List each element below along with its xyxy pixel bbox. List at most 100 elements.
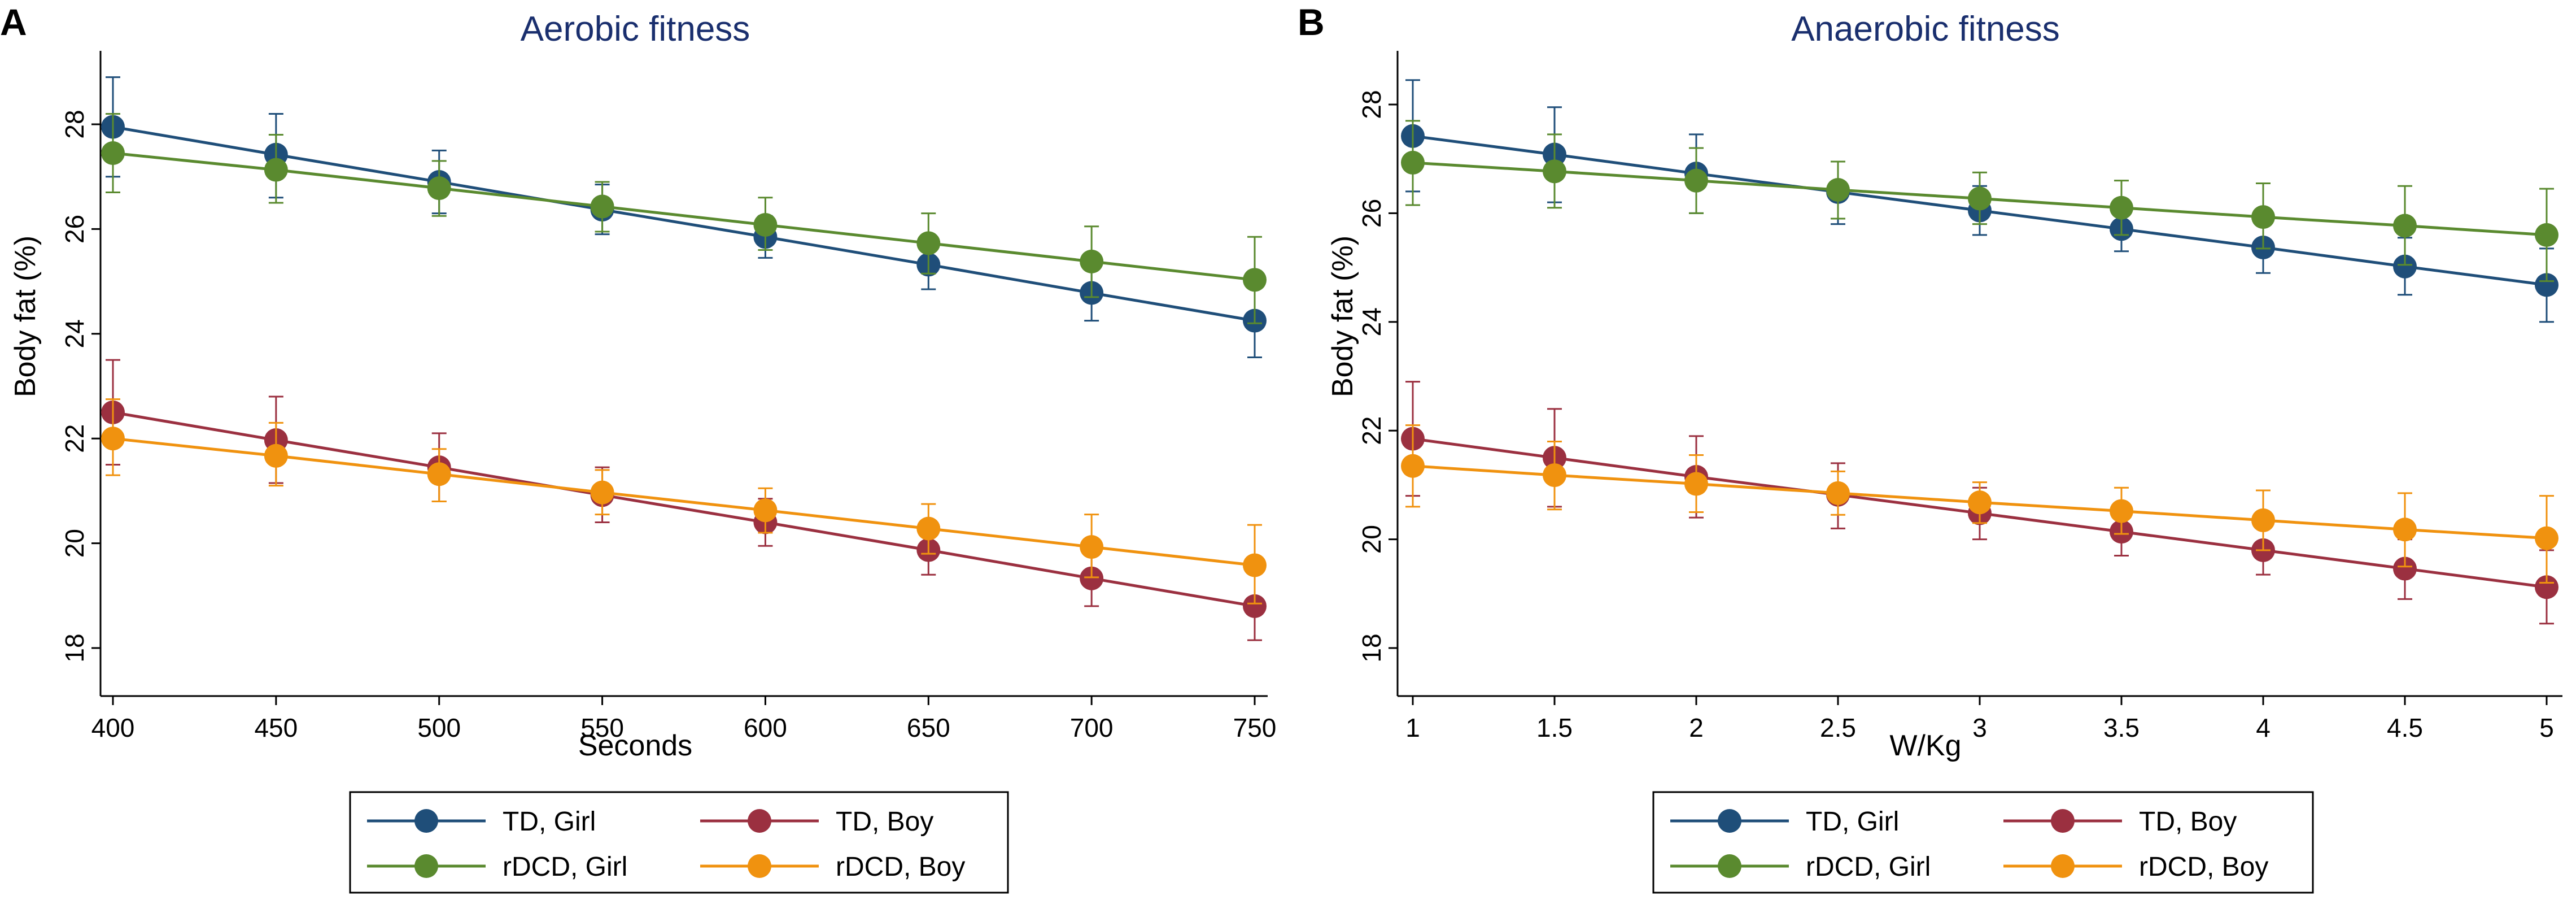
panel-a-plot-area: 18 20 22 24 26 28 400 450 500 550 600 650 700 750 [60, 76, 1277, 742]
data-point [916, 516, 941, 541]
data-point [1543, 463, 1566, 488]
x-tick-label: 750 [1233, 713, 1277, 742]
data-point [1684, 472, 1708, 496]
data-point [2110, 195, 2133, 220]
panel-a-ylabel: Body fat (%) [9, 236, 42, 397]
panel-b-plot-area: 18 20 22 24 26 28 1 1.5 2 2.5 3 3.5 4 4.5 5 [1357, 79, 2558, 742]
x-tick-label: 1 [1405, 713, 1420, 742]
x-tick-label: 500 [417, 713, 461, 742]
legend-marker [748, 809, 771, 833]
data-point [2251, 508, 2275, 532]
data-point [1243, 553, 1267, 577]
panel-a: A Aerobic fitness Seconds Body fat (%) 1… [0, 1, 1277, 894]
data-point [1968, 186, 1992, 211]
legend-entry-rdcd-boy: rDCD, Boy [2003, 852, 2268, 882]
x-tick-label: 700 [1070, 713, 1114, 742]
y-tick-label: 28 [1357, 90, 1386, 119]
data-point [1826, 481, 1850, 505]
data-point [1826, 178, 1850, 202]
x-tick-label: 600 [744, 713, 787, 742]
data-point [427, 462, 451, 486]
y-tick-label: 22 [60, 424, 89, 453]
legend-marker [2051, 854, 2075, 878]
legend-label: TD, Boy [836, 807, 933, 837]
legend-entry-rdcd-girl: rDCD, Girl [1670, 852, 1931, 882]
data-point [2393, 518, 2417, 542]
series-td-girl [101, 76, 1267, 359]
data-point [2535, 575, 2558, 599]
x-tick-label: 2 [1689, 713, 1704, 742]
legend-entry-td-girl: TD, Girl [367, 807, 596, 837]
panel-b-title: Anaerobic fitness [1791, 10, 2060, 49]
data-point [590, 480, 614, 505]
panel-a-legend-box [349, 791, 1009, 894]
y-tick-label: 22 [1357, 416, 1386, 445]
legend-marker [1718, 809, 1741, 833]
series-rdcd-girl [101, 112, 1267, 324]
legend-marker [414, 854, 438, 878]
legend-label: rDCD, Boy [836, 852, 965, 882]
panel-b: B Anaerobic fitness W/Kg Body fat (%) 18… [1298, 1, 2562, 894]
data-point [1401, 454, 1425, 478]
series-line [112, 125, 1255, 323]
series-rdcd-boy [101, 398, 1267, 605]
data-point [1968, 490, 1992, 515]
legend-marker [414, 809, 438, 833]
legend-entry-rdcd-boy: rDCD, Boy [700, 852, 965, 882]
legend-label: rDCD, Girl [503, 852, 627, 882]
panel-b-ylabel: Body fat (%) [1326, 236, 1359, 397]
panel-a-label: A [0, 1, 27, 43]
x-tick-label: 650 [907, 713, 950, 742]
x-tick-label: 4 [2256, 713, 2271, 742]
y-tick-label: 20 [1357, 525, 1386, 554]
legend-label: TD, Girl [503, 807, 596, 837]
data-point [1543, 159, 1566, 184]
data-point [753, 498, 778, 523]
panel-a-title: Aerobic fitness [521, 10, 750, 49]
y-tick-label: 28 [60, 110, 89, 138]
y-tick-label: 26 [60, 215, 89, 244]
legend-marker [748, 854, 771, 878]
data-point [101, 427, 125, 451]
panel-a-xlabel: Seconds [578, 729, 692, 762]
data-point [1243, 268, 1267, 292]
data-point [427, 176, 451, 201]
y-tick-label: 20 [60, 529, 89, 558]
y-tick-label: 18 [1357, 633, 1386, 662]
series-line [112, 411, 1255, 608]
x-tick-label: 400 [91, 713, 135, 742]
data-point [2110, 499, 2133, 523]
legend-marker [1718, 854, 1741, 878]
x-tick-label: 550 [580, 713, 624, 742]
legend-label: TD, Girl [1806, 807, 1899, 837]
legend-entry-td-boy: TD, Boy [2003, 807, 2237, 837]
legend-label: TD, Boy [2139, 807, 2237, 837]
data-point [2251, 205, 2275, 229]
data-point [2535, 273, 2558, 297]
data-point [1080, 249, 1104, 273]
data-point [1080, 566, 1104, 590]
data-point [101, 141, 125, 165]
legend-entry-rdcd-girl: rDCD, Girl [367, 852, 627, 882]
x-tick-label: 450 [254, 713, 298, 742]
data-point [264, 444, 288, 468]
series-line [112, 437, 1255, 567]
data-point [264, 158, 288, 182]
x-tick-label: 1.5 [1536, 713, 1573, 742]
x-tick-label: 2.5 [1820, 713, 1856, 742]
data-point [916, 231, 941, 255]
legend-marker [2051, 809, 2075, 833]
panel-b-legend: TD, Girl TD, Boy rDCD, Girl rDCD, Boy [1652, 791, 2314, 894]
x-tick-label: 3.5 [2103, 713, 2140, 742]
data-point [1080, 535, 1104, 559]
legend-label: rDCD, Girl [1806, 852, 1931, 882]
series-line [112, 151, 1255, 281]
y-tick-label: 24 [60, 319, 89, 348]
legend-entry-td-boy: TD, Boy [700, 807, 933, 837]
series-rdcd-boy [1401, 424, 2558, 584]
series-rdcd-girl [1401, 120, 2558, 282]
data-point [753, 212, 778, 237]
data-point [1401, 150, 1425, 175]
data-point [1243, 594, 1267, 618]
